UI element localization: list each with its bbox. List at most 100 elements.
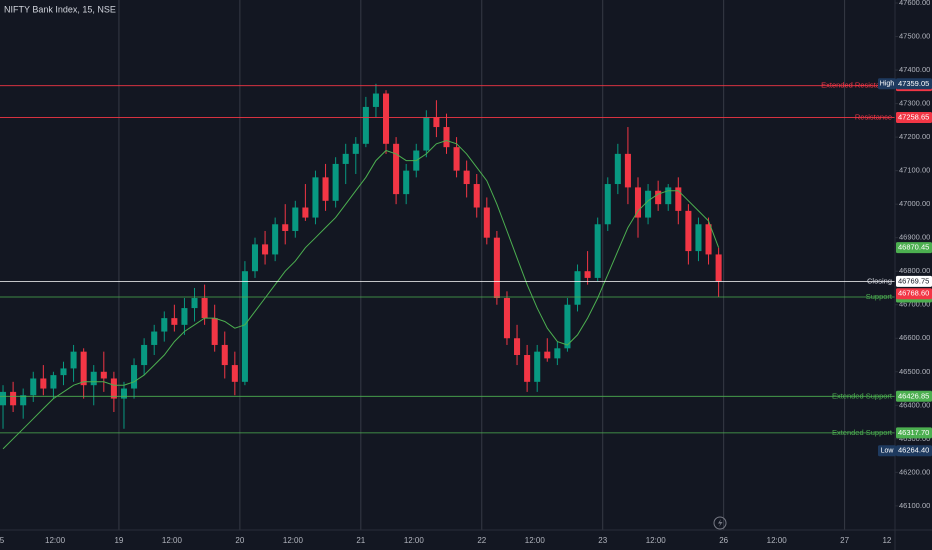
candle-body — [594, 224, 601, 278]
candle-body — [695, 224, 702, 252]
candle-body — [251, 244, 259, 272]
chart-title: NIFTY Bank Index, 15, NSE — [4, 4, 116, 14]
candle-body — [503, 298, 510, 339]
closing-badge — [896, 288, 932, 300]
candle-body — [110, 378, 117, 399]
level-badge-label: 46426.85 — [898, 391, 929, 400]
y-tick-label: 46900.00 — [899, 233, 930, 242]
candle-body — [30, 378, 37, 396]
x-tick-label: 26 — [719, 536, 728, 545]
low-badge — [896, 445, 932, 457]
high-badge-label: 47359.05 — [898, 79, 929, 88]
level-badge-label: 46317.70 — [898, 428, 929, 437]
candle-body — [483, 207, 490, 238]
candle-body — [141, 344, 148, 366]
candle-body — [574, 271, 581, 305]
level-badge — [896, 111, 932, 123]
candle-body — [332, 163, 339, 201]
high-name: High — [880, 81, 895, 88]
candle-body — [443, 127, 450, 148]
x-tick-label: 21 — [356, 536, 365, 545]
level-name: Extended Support — [832, 428, 893, 437]
candle-body — [262, 244, 269, 255]
candle-body — [453, 147, 460, 171]
level-name: Extended Support — [832, 391, 893, 400]
y-tick-label: 46500.00 — [899, 367, 930, 376]
x-tick-label: 27 — [840, 536, 849, 545]
grid — [118, 0, 846, 530]
candle-body — [40, 378, 47, 389]
candle-body — [90, 371, 97, 386]
candle-body — [312, 177, 319, 218]
candle-body — [604, 184, 611, 225]
x-tick-label: 22 — [477, 536, 486, 545]
y-tick-label: 46400.00 — [899, 400, 930, 409]
closing-name: Closing — [867, 277, 892, 286]
level-badge — [896, 427, 932, 439]
y-tick-label: 47100.00 — [899, 166, 930, 175]
candle-body — [100, 371, 107, 379]
candle-body — [231, 365, 238, 382]
ma-badge — [896, 242, 932, 254]
candle-body — [554, 348, 561, 359]
plot: Extended Resistance Resistance Support Exte… — [0, 81, 895, 450]
candle-body — [70, 351, 77, 369]
candle-body — [403, 170, 410, 195]
candle-body — [352, 143, 359, 154]
candle-body — [161, 318, 168, 332]
candle-body — [151, 331, 158, 345]
level-badge — [896, 390, 932, 402]
level-name: Support — [866, 292, 893, 301]
replay-icon-bolt — [718, 519, 723, 527]
closing-badge-label: 46768.60 — [898, 289, 929, 298]
x-tick-label: 12:00 — [162, 536, 183, 545]
candle-body — [382, 93, 390, 144]
candle-body — [50, 375, 57, 389]
candle-body — [645, 190, 652, 218]
y-tick-label: 47300.00 — [899, 99, 930, 108]
candle-body — [181, 308, 188, 325]
low-tag — [878, 445, 896, 457]
low-badge-label: 46264.40 — [898, 446, 929, 455]
y-tick-label: 47600.00 — [899, 0, 930, 7]
candle-body — [282, 224, 289, 231]
replay-icon[interactable] — [713, 516, 727, 530]
candle-body — [544, 351, 551, 359]
level-name: Extended Resistance — [821, 81, 892, 90]
candle-body — [120, 388, 127, 399]
candle-body — [342, 153, 349, 164]
candle-body — [614, 153, 621, 185]
candle-body — [0, 391, 7, 406]
moving-average — [2, 139, 720, 450]
candle-body — [524, 355, 531, 382]
candle-body — [302, 207, 309, 218]
candle-body — [634, 187, 642, 218]
candle-body — [60, 368, 67, 376]
level-badge — [896, 275, 932, 287]
x-tick-label: 12:00 — [525, 536, 546, 545]
y-tick-label: 47000.00 — [899, 199, 930, 208]
x-tick-label: 12:00 — [646, 536, 667, 545]
y-tick-label: 47200.00 — [899, 132, 930, 141]
candle-body — [433, 116, 440, 128]
candle-body — [423, 116, 430, 151]
x-tick-label: 12:00 — [767, 536, 788, 545]
y-tick-label: 46800.00 — [899, 266, 930, 275]
candle-body — [534, 351, 541, 382]
candle-body — [221, 344, 228, 366]
candle-body — [624, 153, 631, 188]
candle-body — [675, 187, 682, 211]
candle-body — [171, 318, 178, 325]
candle-body — [463, 170, 470, 185]
candle-body — [393, 143, 400, 195]
x-tick-label: 12 — [882, 536, 891, 545]
x-tick-label: 20 — [235, 536, 244, 545]
candle-body — [201, 298, 208, 319]
candle-body — [362, 106, 369, 144]
candle-body — [272, 224, 279, 255]
level-badge-label: 47258.65 — [898, 112, 929, 121]
candle-body — [705, 224, 712, 255]
x-tick-label: 23 — [598, 536, 607, 545]
